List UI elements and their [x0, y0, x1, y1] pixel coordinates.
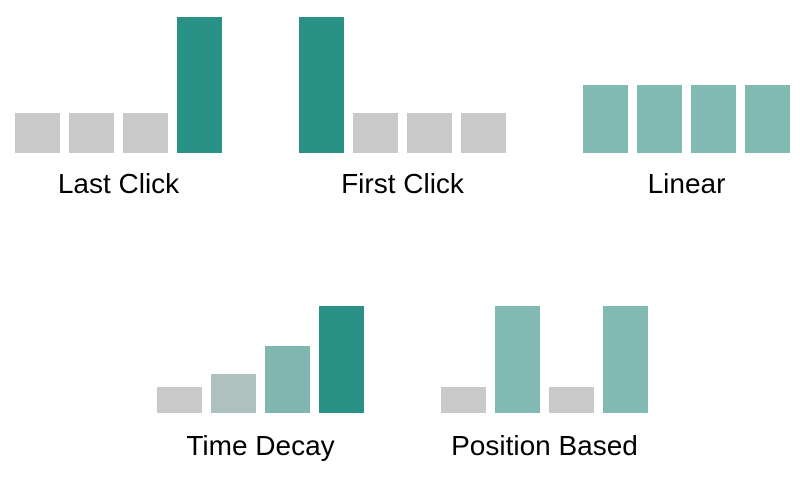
bar-touch-2: [69, 113, 114, 153]
bar-touch-2: [637, 85, 682, 153]
bar-touch-4: [461, 113, 506, 153]
bar-touch-1: [299, 17, 344, 153]
bar-touch-2: [495, 306, 540, 413]
bar-touch-2: [353, 113, 398, 153]
chart-linear: Linear: [583, 17, 790, 199]
bar-touch-3: [265, 346, 310, 413]
bar-touch-3: [549, 387, 594, 413]
bar-touch-1: [441, 387, 486, 413]
chart-title-first-click: First Click: [341, 168, 464, 199]
bar-touch-3: [691, 85, 736, 153]
bar-touch-3: [407, 113, 452, 153]
chart-first-click: First Click: [299, 17, 506, 199]
bar-touch-4: [177, 17, 222, 153]
chart-title-linear: Linear: [647, 168, 726, 199]
bar-touch-1: [15, 113, 60, 153]
chart-position-based: Position Based: [441, 306, 648, 461]
bar-touch-3: [123, 113, 168, 153]
chart-title-position-based: Position Based: [451, 430, 638, 461]
bar-touch-4: [745, 85, 790, 153]
bar-group: [441, 306, 648, 413]
bar-touch-2: [211, 374, 256, 413]
bar-group: [583, 17, 790, 153]
bar-group: [15, 17, 222, 153]
chart-last-click: Last Click: [15, 17, 222, 199]
chart-title-time-decay: Time Decay: [186, 430, 335, 461]
bar-touch-4: [319, 306, 364, 413]
bar-touch-1: [583, 85, 628, 153]
bar-group: [299, 17, 506, 153]
chart-title-last-click: Last Click: [57, 168, 180, 199]
bar-touch-1: [157, 387, 202, 413]
bar-group: [157, 306, 364, 413]
bar-touch-4: [603, 306, 648, 413]
chart-time-decay: Time Decay: [157, 306, 364, 461]
